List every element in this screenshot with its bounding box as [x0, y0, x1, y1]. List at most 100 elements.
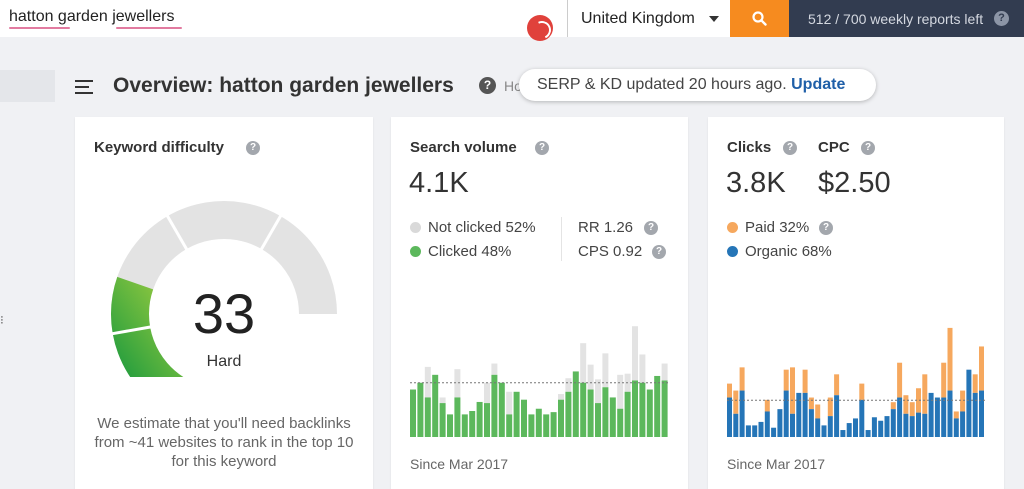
gauge-divider — [111, 325, 152, 336]
bar-paid — [802, 369, 808, 393]
bar-organic — [790, 413, 795, 437]
bar-clicked — [661, 380, 668, 437]
help-icon[interactable]: ? — [644, 221, 658, 235]
update-notification: SERP & KD updated 20 hours ago. Update — [519, 69, 876, 101]
gauge-divider — [259, 214, 283, 251]
bar-paid — [764, 399, 770, 412]
card-title: Search volume — [410, 139, 517, 156]
help-icon[interactable]: ? — [479, 77, 496, 94]
bar-clicked — [424, 397, 431, 437]
bar-paid — [790, 367, 795, 414]
clicks-value: 3.8K — [726, 167, 786, 199]
bar-paid — [733, 390, 739, 414]
bar-clicked — [469, 411, 476, 437]
bar-clicked — [609, 397, 616, 437]
difficulty-description: We estimate that you'll need backlinks f… — [94, 415, 354, 470]
difficulty-score: 33 — [192, 282, 256, 345]
bar-clicked — [632, 380, 638, 437]
reports-left-counter: 512 / 700 weekly reports left — [808, 11, 984, 27]
legend-swatch — [727, 246, 738, 257]
bar-clicked — [565, 391, 572, 437]
legend-not-clicked: Not clicked 52% — [410, 219, 536, 236]
help-icon[interactable]: ? — [819, 221, 833, 235]
search-input[interactable]: hatton garden jewellers — [9, 8, 175, 25]
bar-not-clicked — [580, 343, 587, 383]
cpc-title: CPC — [818, 139, 850, 156]
bar-organic — [960, 411, 966, 437]
bar-organic — [871, 417, 877, 437]
help-icon[interactable]: ? — [783, 141, 797, 155]
gauge-fill — [110, 276, 184, 377]
loading-spinner-icon — [527, 15, 553, 41]
bar-organic — [953, 418, 959, 437]
help-icon[interactable]: ? — [861, 141, 875, 155]
bar-organic — [903, 413, 909, 437]
search-volume-card: Search volume ? 4.1K Not clicked 52% Cli… — [391, 117, 688, 489]
legend-clicked: Clicked 48% — [410, 243, 511, 260]
bar-clicked — [580, 382, 587, 437]
chevron-down-icon[interactable] — [709, 16, 719, 22]
cps-stat: CPS 0.92 — [578, 243, 643, 260]
sidebar-item-active[interactable] — [0, 70, 55, 102]
difficulty-label: Hard — [206, 353, 242, 370]
bar-organic — [859, 399, 865, 437]
bar-paid — [859, 383, 865, 400]
bar-organic — [733, 413, 739, 437]
bar-organic — [739, 390, 745, 437]
bar-organic — [777, 409, 783, 437]
bar-paid — [808, 397, 814, 410]
bar-organic — [796, 392, 802, 437]
bar-organic — [846, 423, 852, 437]
bar-clicked — [617, 408, 624, 437]
bar-not-clicked — [632, 326, 638, 381]
bar-clicked — [624, 391, 631, 437]
bar-organic — [752, 425, 758, 437]
bar-organic — [727, 397, 732, 437]
rr-stat: RR 1.26 — [578, 219, 634, 236]
bar-organic — [979, 390, 984, 437]
bar-organic — [916, 412, 921, 437]
help-icon[interactable]: ? — [994, 11, 1009, 26]
bar-organic — [941, 397, 947, 437]
bar-not-clicked — [454, 369, 461, 398]
bar-organic — [934, 397, 940, 437]
bar-paid — [834, 374, 840, 396]
bar-clicked — [417, 382, 424, 437]
bar-paid — [890, 402, 896, 410]
bar-organic — [764, 411, 770, 437]
help-icon[interactable]: ? — [246, 141, 260, 155]
bar-organic — [821, 425, 827, 437]
bar-paid — [960, 390, 966, 412]
bar-clicked — [506, 414, 513, 437]
legend-swatch — [410, 246, 421, 257]
page-title: Overview: hatton garden jewellers — [113, 74, 454, 97]
bar-organic — [745, 425, 751, 437]
bar-organic — [758, 421, 764, 437]
country-select[interactable]: United Kingdom — [567, 0, 730, 37]
bar-clicked — [543, 414, 550, 437]
spellcheck-underline — [116, 27, 182, 29]
bar-organic — [947, 390, 953, 437]
update-link[interactable]: Update — [791, 76, 846, 93]
bar-paid — [953, 411, 959, 419]
bar-not-clicked — [602, 353, 609, 388]
search-field[interactable]: hatton garden jewellers — [0, 0, 567, 37]
bar-not-clicked — [484, 382, 490, 404]
hamburger-menu-icon[interactable] — [75, 80, 93, 94]
bar-clicked — [639, 382, 646, 437]
bar-not-clicked — [587, 364, 594, 390]
bar-clicked — [454, 397, 461, 437]
bar-clicked — [461, 414, 468, 437]
bar-organic — [827, 416, 833, 437]
search-button[interactable] — [730, 0, 789, 37]
bar-clicked — [654, 375, 661, 437]
card-title: Keyword difficulty — [94, 139, 225, 156]
bar-paid — [897, 362, 903, 398]
divider — [561, 217, 562, 261]
bar-not-clicked — [661, 363, 668, 381]
help-icon[interactable]: ? — [535, 141, 549, 155]
bar-not-clicked — [558, 394, 564, 400]
chart-since-label: Since Mar 2017 — [727, 456, 826, 472]
sidebar-overflow-icon: ⁝ — [0, 313, 4, 327]
help-icon[interactable]: ? — [652, 245, 666, 259]
